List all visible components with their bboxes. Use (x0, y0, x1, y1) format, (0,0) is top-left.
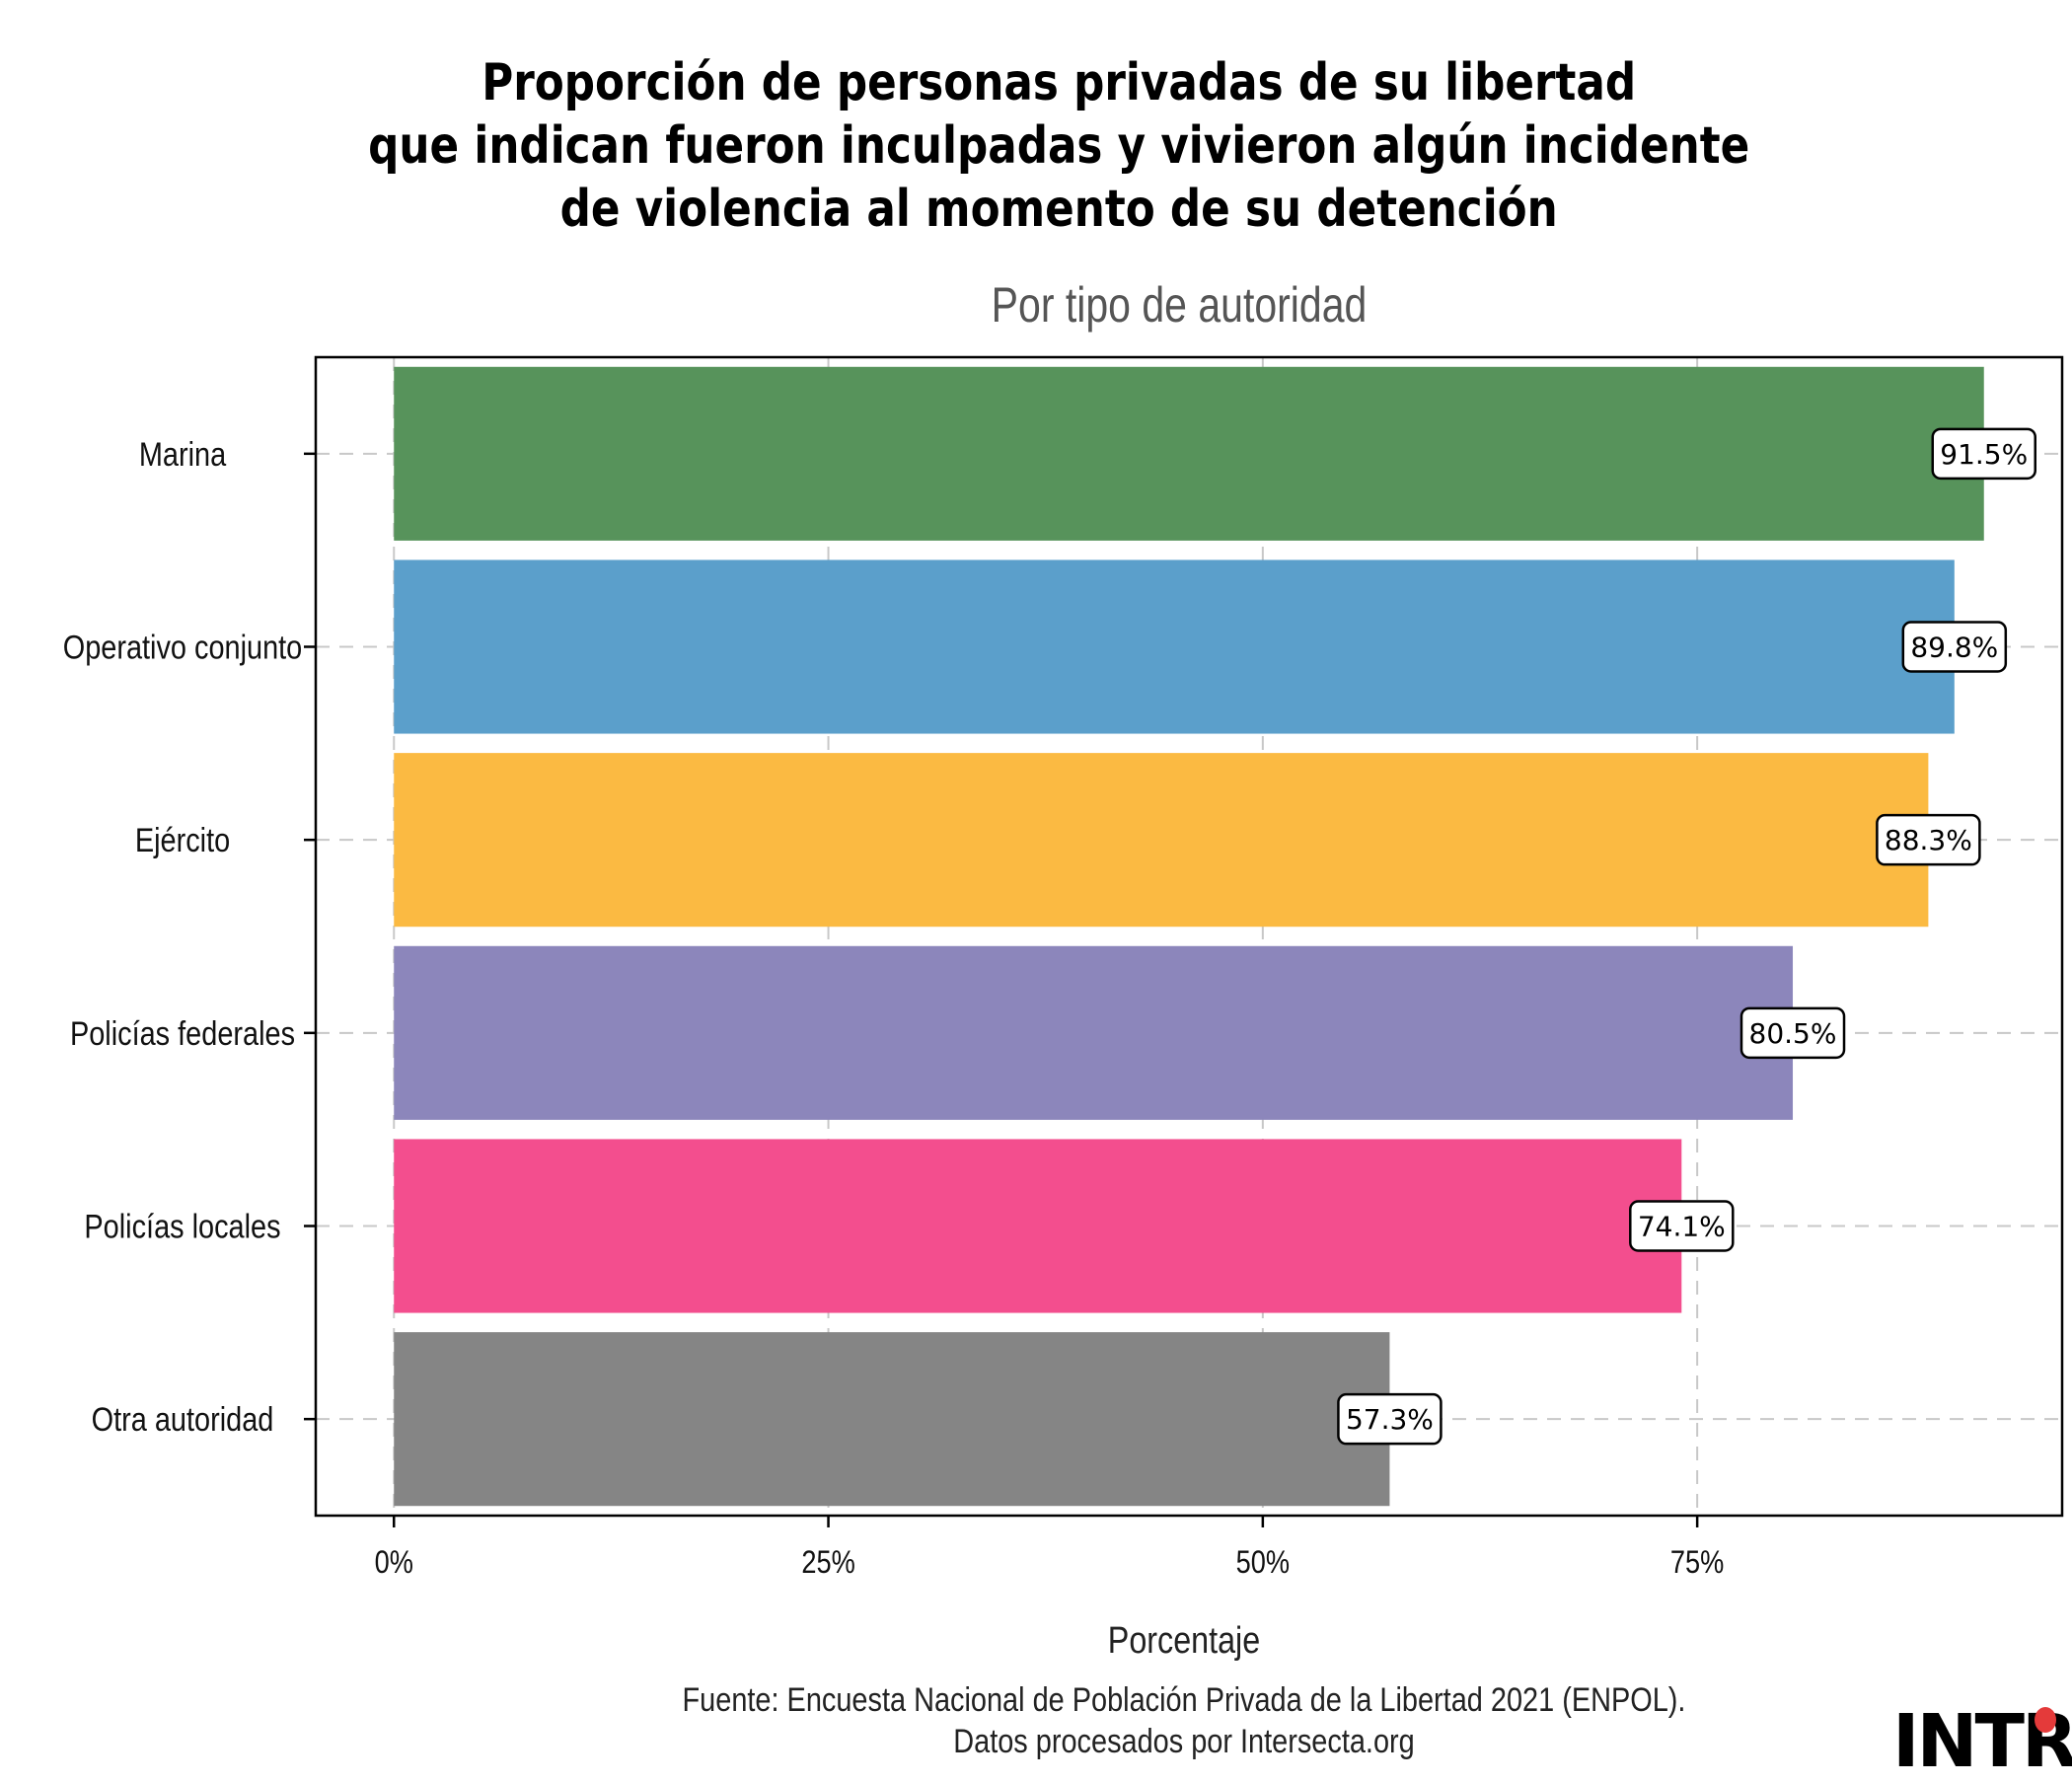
y-tick-label: Otra autoridad (92, 1400, 274, 1439)
data-label: 88.3% (1885, 824, 1972, 856)
y-tick-label: Policías federales (70, 1014, 295, 1053)
data-label-box (1901, 621, 2008, 673)
x-tick-label: 25% (801, 1545, 854, 1581)
x-tick-label: 0% (375, 1545, 413, 1581)
x-tick-label: 75% (1670, 1545, 1724, 1581)
bar (394, 945, 1794, 1120)
chart-title-line: de violencia al momento de su detención (559, 180, 1558, 239)
chart-title-line: Proporción de personas privadas de su li… (481, 53, 1637, 112)
data-label: 74.1% (1638, 1211, 1726, 1243)
data-label-box (1876, 813, 1981, 866)
y-tick-label: Marina (139, 435, 227, 474)
chart-title-line: que indican fueron inculpadas y vivieron… (368, 116, 1750, 176)
data-label: 57.3% (1346, 1403, 1434, 1436)
data-label-box (1739, 1006, 1846, 1060)
bar (394, 753, 1929, 928)
data-label-box (1337, 1392, 1443, 1446)
y-tick-label: Ejército (135, 821, 230, 859)
source-caption-line: Datos procesados por Intersecta.org (953, 1723, 1415, 1760)
source-caption: Fuente: Encuesta Nacional de Población P… (178, 1679, 2072, 1762)
x-axis-label: Porcentaje (1107, 1620, 1261, 1662)
data-label: 80.5% (1749, 1017, 1837, 1050)
logo-dot-icon (2035, 1707, 2056, 1733)
bar (394, 1332, 1390, 1507)
data-label-box (1931, 427, 2036, 481)
bar (394, 559, 1955, 734)
data-label-box (1629, 1200, 1735, 1252)
chart-subtitle: Por tipo de autoridad (991, 277, 1368, 333)
plot-border (314, 355, 2064, 1518)
data-label: 91.5% (1940, 438, 2028, 471)
chart-title: Proporción de personas privadas de su li… (188, 51, 1929, 241)
data-label: 89.8% (1910, 632, 1998, 664)
bar (394, 366, 1984, 541)
x-tick-label: 50% (1236, 1545, 1290, 1581)
source-caption-line: Fuente: Encuesta Nacional de Población P… (682, 1681, 1686, 1719)
bar (394, 1139, 1682, 1313)
y-tick-label: Policías locales (84, 1207, 280, 1245)
y-tick-label: Operativo conjunto (63, 628, 303, 666)
